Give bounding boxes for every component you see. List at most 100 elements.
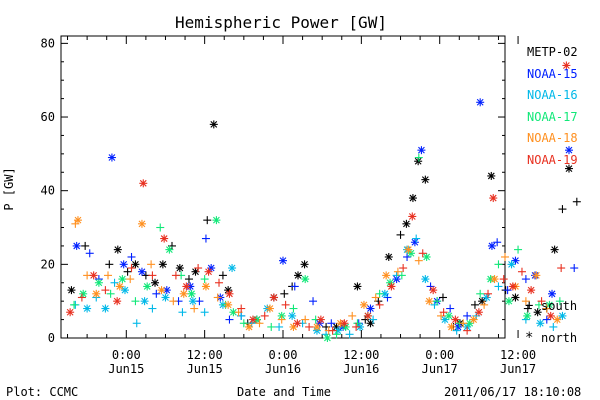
- north-data-point: [115, 282, 124, 291]
- north-data-point: [380, 289, 389, 298]
- south-data-point: [459, 319, 468, 328]
- south-data-point: [148, 271, 157, 280]
- south-data-point: [514, 245, 523, 254]
- north-data-point: [429, 286, 438, 295]
- x-tick-time-label: 0:00: [425, 348, 454, 362]
- north-data-point: [508, 282, 517, 291]
- south-data-point: [239, 319, 248, 328]
- south-data-point: [131, 297, 140, 306]
- north-data-point: [101, 304, 110, 313]
- x-tick-time-label: 12:00: [343, 348, 379, 362]
- south-data-point: [572, 197, 581, 206]
- south-data-point: [463, 326, 472, 335]
- south-data-point: [476, 289, 485, 298]
- south-data-point: [301, 315, 310, 324]
- north-data-point: [225, 289, 234, 298]
- south-data-point: [521, 275, 530, 284]
- south-data-point: [132, 319, 141, 328]
- south-data-point: [480, 300, 489, 309]
- north-data-point: [478, 297, 487, 306]
- north-data-point: [165, 245, 174, 254]
- north-data-point: [425, 297, 434, 306]
- north-data-point: [279, 256, 287, 265]
- south-data-point: [156, 223, 165, 232]
- north-data-point: [83, 304, 92, 313]
- south-data-point: [403, 252, 412, 261]
- south-data-point: [396, 230, 405, 239]
- legend-item-metp-02: METP-02: [527, 45, 578, 59]
- north-data-point: [188, 297, 197, 306]
- south-data-point: [521, 297, 530, 306]
- south-data-point: [494, 260, 503, 269]
- south-data-point: [557, 264, 566, 273]
- north-data-point: [523, 311, 532, 320]
- south-data-point: [523, 304, 532, 313]
- north-data-point: [564, 146, 573, 155]
- north-data-point: [474, 308, 483, 317]
- north-data-point: [453, 322, 462, 331]
- north-data-point: [553, 315, 562, 324]
- north-data-point: [301, 275, 310, 284]
- north-data-point: [511, 293, 520, 302]
- south-data-point: [218, 271, 227, 280]
- south-data-point: [215, 278, 224, 287]
- y-tick-label: 20: [41, 257, 55, 271]
- south-data-point: [494, 282, 503, 291]
- south-data-point: [397, 271, 406, 280]
- south-data-point: [555, 297, 564, 306]
- north-data-point: [182, 282, 191, 291]
- south-data-point: [452, 326, 461, 335]
- north-symbol-key: * north: [525, 331, 577, 345]
- north-data-point: [487, 171, 496, 180]
- north-data-point: [67, 286, 76, 295]
- south-data-point: [309, 297, 318, 306]
- south-data-point: [345, 330, 354, 339]
- south-data-point: [484, 289, 493, 298]
- south-data-point: [280, 289, 289, 298]
- south-data-point: [171, 271, 180, 280]
- south-data-point: [77, 293, 86, 302]
- north-data-point: [207, 264, 216, 273]
- north-data-point: [533, 308, 542, 317]
- north-data-point: [204, 267, 213, 276]
- north-data-point: [269, 293, 278, 302]
- north-data-point: [300, 260, 309, 269]
- north-data-point: [487, 241, 496, 250]
- north-data-point: [113, 297, 122, 306]
- y-axis: 0 20 40 60 80: [41, 36, 505, 345]
- north-data-point: [447, 322, 456, 331]
- south-symbol: +: [525, 298, 534, 314]
- x-axis: 0:00Jun1512:00Jun150:00Jun1612:00Jun160:…: [67, 36, 536, 376]
- x-tick-date-label: Jun16: [265, 362, 301, 376]
- north-data-point: [120, 286, 129, 295]
- y-tick-label: 40: [41, 184, 55, 198]
- south-data-point: [213, 293, 222, 302]
- x-tick-time-label: 0:00: [269, 348, 298, 362]
- north-data-point: [175, 264, 184, 273]
- north-data-point: [66, 308, 75, 317]
- north-data-point: [482, 293, 491, 302]
- north-data-point: [340, 319, 349, 328]
- x-tick-date-label: Jun15: [108, 362, 144, 376]
- legend-item-noaa-16: NOAA-16: [527, 88, 578, 102]
- north-data-point: [469, 315, 478, 324]
- y-axis-label: P [GW]: [2, 167, 16, 210]
- south-data-point: [412, 234, 421, 243]
- south-data-point: [537, 297, 546, 306]
- x-tick-time-label: 12:00: [187, 348, 223, 362]
- north-data-point: [353, 282, 362, 291]
- south-data-point: [255, 319, 264, 328]
- north-data-point: [131, 260, 140, 269]
- south-data-point: [267, 322, 276, 331]
- north-data-point: [139, 179, 148, 188]
- south-data-point: [104, 271, 113, 280]
- south-data-point: [237, 304, 246, 313]
- north-data-point: [476, 98, 485, 107]
- north-data-point: [179, 289, 188, 298]
- south-symbol-key: + south: [525, 299, 577, 313]
- north-data-point: [94, 278, 103, 287]
- south-data-point: [393, 267, 402, 276]
- north-data-point: [562, 61, 571, 70]
- south-data-point: [101, 286, 110, 295]
